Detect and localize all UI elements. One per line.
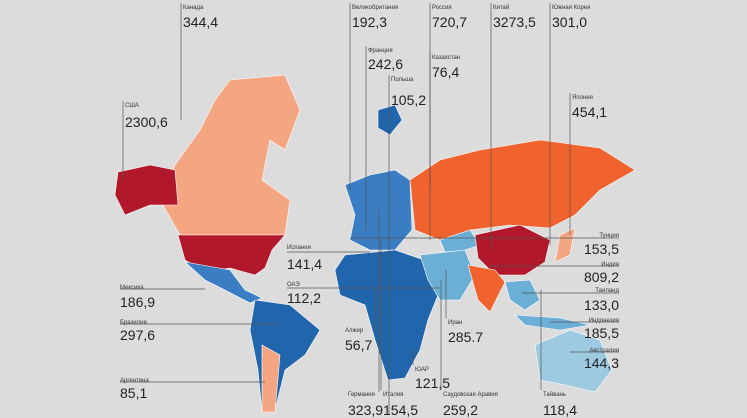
country-value: 105,2	[391, 92, 426, 108]
country-value: 141,4	[287, 256, 322, 272]
alaska	[114, 164, 179, 216]
country-value: 118,4	[543, 402, 577, 418]
se-asia	[504, 279, 541, 311]
country-value: 3273,5	[493, 14, 536, 30]
country-name: Таиланд	[595, 288, 619, 294]
europe	[344, 169, 413, 251]
country-name: Франция	[368, 48, 393, 54]
country-name: Канада	[183, 5, 204, 11]
country-name: Польша	[391, 77, 414, 83]
country-value: 186,9	[120, 294, 155, 310]
country-value: 133,0	[584, 297, 619, 313]
japan	[554, 227, 576, 263]
kazakhstan	[439, 229, 481, 253]
country-name: Германия	[348, 392, 375, 398]
russia	[409, 139, 636, 241]
country-value: 323,9	[348, 402, 383, 418]
country-value: 56,7	[345, 337, 372, 353]
country-name: Италия	[383, 392, 403, 398]
country-name: ОАЭ	[287, 282, 300, 288]
country-name: Аргентина	[120, 378, 149, 384]
canada	[159, 74, 301, 236]
country-value: 153,5	[584, 241, 619, 257]
country-name: Великобритания	[352, 5, 398, 11]
country-name: Алжир	[345, 328, 364, 334]
country-value: 76,4	[432, 64, 459, 80]
country-value: 301,0	[552, 14, 587, 30]
country-value: 121,5	[415, 375, 450, 391]
country-value: 185,5	[584, 325, 619, 341]
country-name: Иран	[448, 320, 462, 326]
country-name: Саудовская Аравия	[443, 392, 498, 398]
country-value: 720,7	[432, 14, 467, 30]
country-value: 2300,6	[125, 114, 168, 130]
africa	[334, 249, 441, 381]
country-name: Бразилия	[120, 320, 147, 326]
country-name: Мексика	[120, 285, 144, 291]
country-value: 144,3	[584, 355, 619, 371]
country-value: 344,4	[183, 14, 218, 30]
argentina	[261, 344, 281, 413]
country-value: 112,2	[287, 290, 321, 306]
country-name: США	[125, 103, 139, 109]
country-name: Южная Корея	[552, 5, 590, 11]
country-value: 285.7	[448, 329, 483, 345]
country-name: Испания	[287, 245, 311, 251]
country-name: Китай	[493, 4, 509, 11]
australia	[534, 329, 613, 393]
country-value: 154,5	[383, 402, 418, 418]
country-name: Тайвань	[543, 391, 566, 398]
country-name: Индонезия	[589, 318, 619, 324]
south-america	[249, 299, 321, 413]
land	[114, 74, 636, 413]
country-name: Австралия	[589, 348, 619, 354]
country-name: Тунция	[599, 233, 619, 239]
country-name: ЮАР	[415, 367, 429, 373]
scandinavia	[377, 104, 403, 136]
labels: Канада 344,4 Великобритания 192,3 Россия 720,…	[120, 3, 619, 418]
country-value: 454,1	[572, 104, 607, 120]
china	[474, 224, 551, 276]
country-value: 259,2	[443, 402, 478, 418]
india	[467, 264, 506, 313]
country-value: 85,1	[120, 385, 147, 401]
country-name: Япония	[572, 95, 593, 101]
indonesia	[514, 314, 591, 331]
country-value: 192,3	[352, 14, 387, 30]
country-name: Россия	[432, 5, 452, 11]
country-name: Индия	[601, 262, 619, 268]
country-name: Казахстан	[432, 55, 460, 61]
country-value: 242,6	[368, 56, 403, 72]
country-value: 809,2	[584, 269, 619, 285]
country-value: 297,6	[120, 327, 155, 343]
